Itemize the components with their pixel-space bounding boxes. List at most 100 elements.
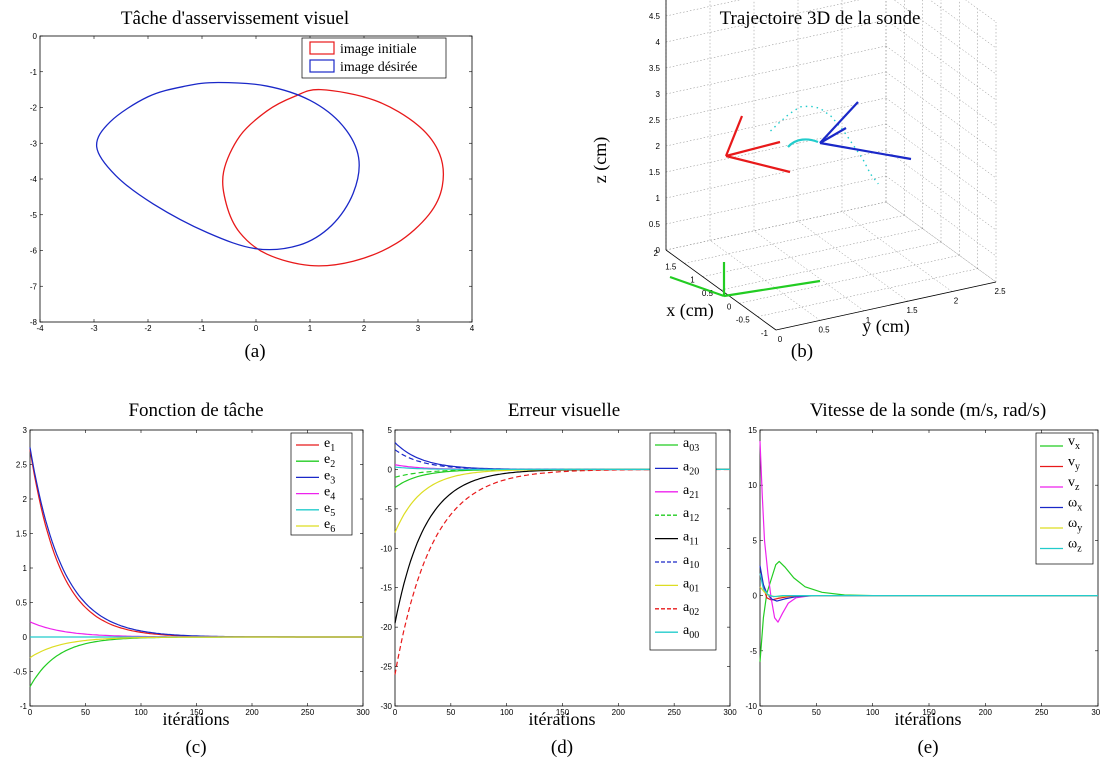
d-xtick-label: 50 <box>446 708 455 717</box>
z-tick-label: 4.5 <box>649 12 661 21</box>
contour-initial <box>222 88 444 267</box>
legend-subscript: 01 <box>689 583 699 594</box>
d-ytick-label: -20 <box>380 623 392 632</box>
e-ytick-label: 10 <box>748 481 757 490</box>
legend-subscript: x <box>1077 503 1082 514</box>
e-series-vz <box>759 441 1098 623</box>
panel-a-legend <box>301 37 447 79</box>
a-xtick-label: 2 <box>362 324 367 333</box>
z-tick-label: 4 <box>656 38 661 47</box>
a-xtick-label: 3 <box>416 324 421 333</box>
panel-b: Trajectoire 3D de la sonde 0 0.5 1 1.5 2 2.5 3… <box>590 0 1006 362</box>
e-ytick-label: 5 <box>753 536 758 545</box>
panel-a-axes-box <box>39 35 473 323</box>
x-tick-label: 0.5 <box>702 289 714 298</box>
c-series-e4 <box>29 621 363 638</box>
c-ytick-label: 2 <box>23 495 28 504</box>
d-ytick-label: -10 <box>380 544 392 553</box>
c-ytick-label: 2.5 <box>16 461 28 470</box>
x-tick-label: 1.5 <box>665 262 677 271</box>
z-tick-label: 0 <box>656 246 661 255</box>
panel-d: Erreur visuelle 0 50 100 150 200 250 30050-5-1… <box>380 400 737 758</box>
d-xtick-label: 200 <box>612 708 626 717</box>
c-series-e2 <box>29 636 363 688</box>
e-xtick-label: 0 <box>758 708 763 717</box>
a-xtick-label: -3 <box>90 324 98 333</box>
frame-blue-axis-1 <box>819 101 859 144</box>
panel-e-title: Vitesse de la sonde (m/s, rad/s) <box>810 400 1046 421</box>
legend-subscript: 11 <box>689 537 699 548</box>
c-ytick-label: 1.5 <box>16 530 28 539</box>
x-tick-label: -1 <box>761 329 769 338</box>
d-ytick-label: -15 <box>380 584 392 593</box>
legend-subscript: 4 <box>330 492 335 503</box>
e-xtick-label: 250 <box>1035 708 1049 717</box>
grid-line-floor <box>753 230 865 312</box>
e-ytick-label: -10 <box>745 702 757 711</box>
e-ytick-label: -5 <box>750 647 758 656</box>
panel-b-ticks: 00.511.522.533.544.5521.510.50-0.5-100.5… <box>649 12 1006 344</box>
grid-line-floor <box>841 211 953 292</box>
legend-subscript: 00 <box>689 630 699 641</box>
d-xtick-label: 150 <box>556 708 570 717</box>
c-xtick-label: 100 <box>134 708 148 717</box>
y-tick-label: 2.5 <box>994 287 1006 296</box>
c-ytick-label: -1 <box>20 702 28 711</box>
grid-line-floor <box>702 228 923 277</box>
d-ytick-label: 5 <box>388 426 393 435</box>
x-tick-label: -0.5 <box>736 316 750 325</box>
c-ytick-label: 0 <box>23 633 28 642</box>
panel-e-curves <box>759 441 1098 662</box>
grid-line-floor <box>720 241 942 291</box>
a-xtick-label: 1 <box>308 324 313 333</box>
a-ytick-label: -1 <box>30 68 38 77</box>
frame-blue-axis-2 <box>819 127 847 144</box>
panel-a-title: Tâche d'asservissement visuel <box>121 8 349 29</box>
legend-subscript: 1 <box>330 443 335 454</box>
legend-label: e3 <box>324 468 335 486</box>
z-tick-label: 1 <box>656 194 661 203</box>
d-xtick-label: 300 <box>723 708 737 717</box>
legend-label: e2 <box>324 452 335 470</box>
panel-b-grid <box>665 0 997 331</box>
y-tick-label: 1.5 <box>906 306 918 315</box>
a-ytick-label: -6 <box>30 247 38 256</box>
panel-d-legend <box>649 432 717 651</box>
legend-subscript: 12 <box>689 513 699 524</box>
legend-label: e5 <box>324 501 335 519</box>
e-series-ωz <box>759 573 1098 598</box>
panel-d-xlabel: itérations <box>529 709 596 729</box>
y-tick-label: 1 <box>866 316 871 325</box>
panel-d-title: Erreur visuelle <box>508 400 620 421</box>
grid-line-floor <box>739 255 960 304</box>
a-ytick-label: -7 <box>30 282 38 291</box>
c-ytick-label: 3 <box>23 426 28 435</box>
panel-c-title: Fonction de tâche <box>128 400 263 421</box>
a-xtick-label: -2 <box>144 324 152 333</box>
panel-b-title: Trajectoire 3D de la sonde <box>720 8 921 29</box>
grid-line-floor <box>684 215 905 264</box>
frame-green-axis-3 <box>669 275 725 298</box>
frame-green-axis-2 <box>723 279 821 298</box>
panel-e-xlabel: itérations <box>895 709 962 729</box>
panel-b-zlabel: z (cm) <box>590 137 611 183</box>
e-series-vx <box>759 560 1098 662</box>
c-xtick-label: 50 <box>81 708 90 717</box>
grid-line-side-wall <box>885 149 997 231</box>
a-ytick-label: -2 <box>30 104 38 113</box>
grid-line-floor <box>709 240 821 321</box>
panel-c-caption: (c) <box>185 737 206 758</box>
e-ytick-label: 15 <box>748 426 757 435</box>
frame-red-axis-2 <box>725 140 781 158</box>
c-series-e6 <box>29 636 363 659</box>
legend-subscript: x <box>1075 441 1080 452</box>
z-tick-label: 3.5 <box>649 64 661 73</box>
frame-blue-axis-3 <box>819 141 912 161</box>
c-ytick-label: 0.5 <box>16 599 28 608</box>
grid-line-back-wall <box>665 123 887 173</box>
d-xtick-label: 250 <box>667 708 681 717</box>
panel-a-caption: (a) <box>244 341 265 362</box>
